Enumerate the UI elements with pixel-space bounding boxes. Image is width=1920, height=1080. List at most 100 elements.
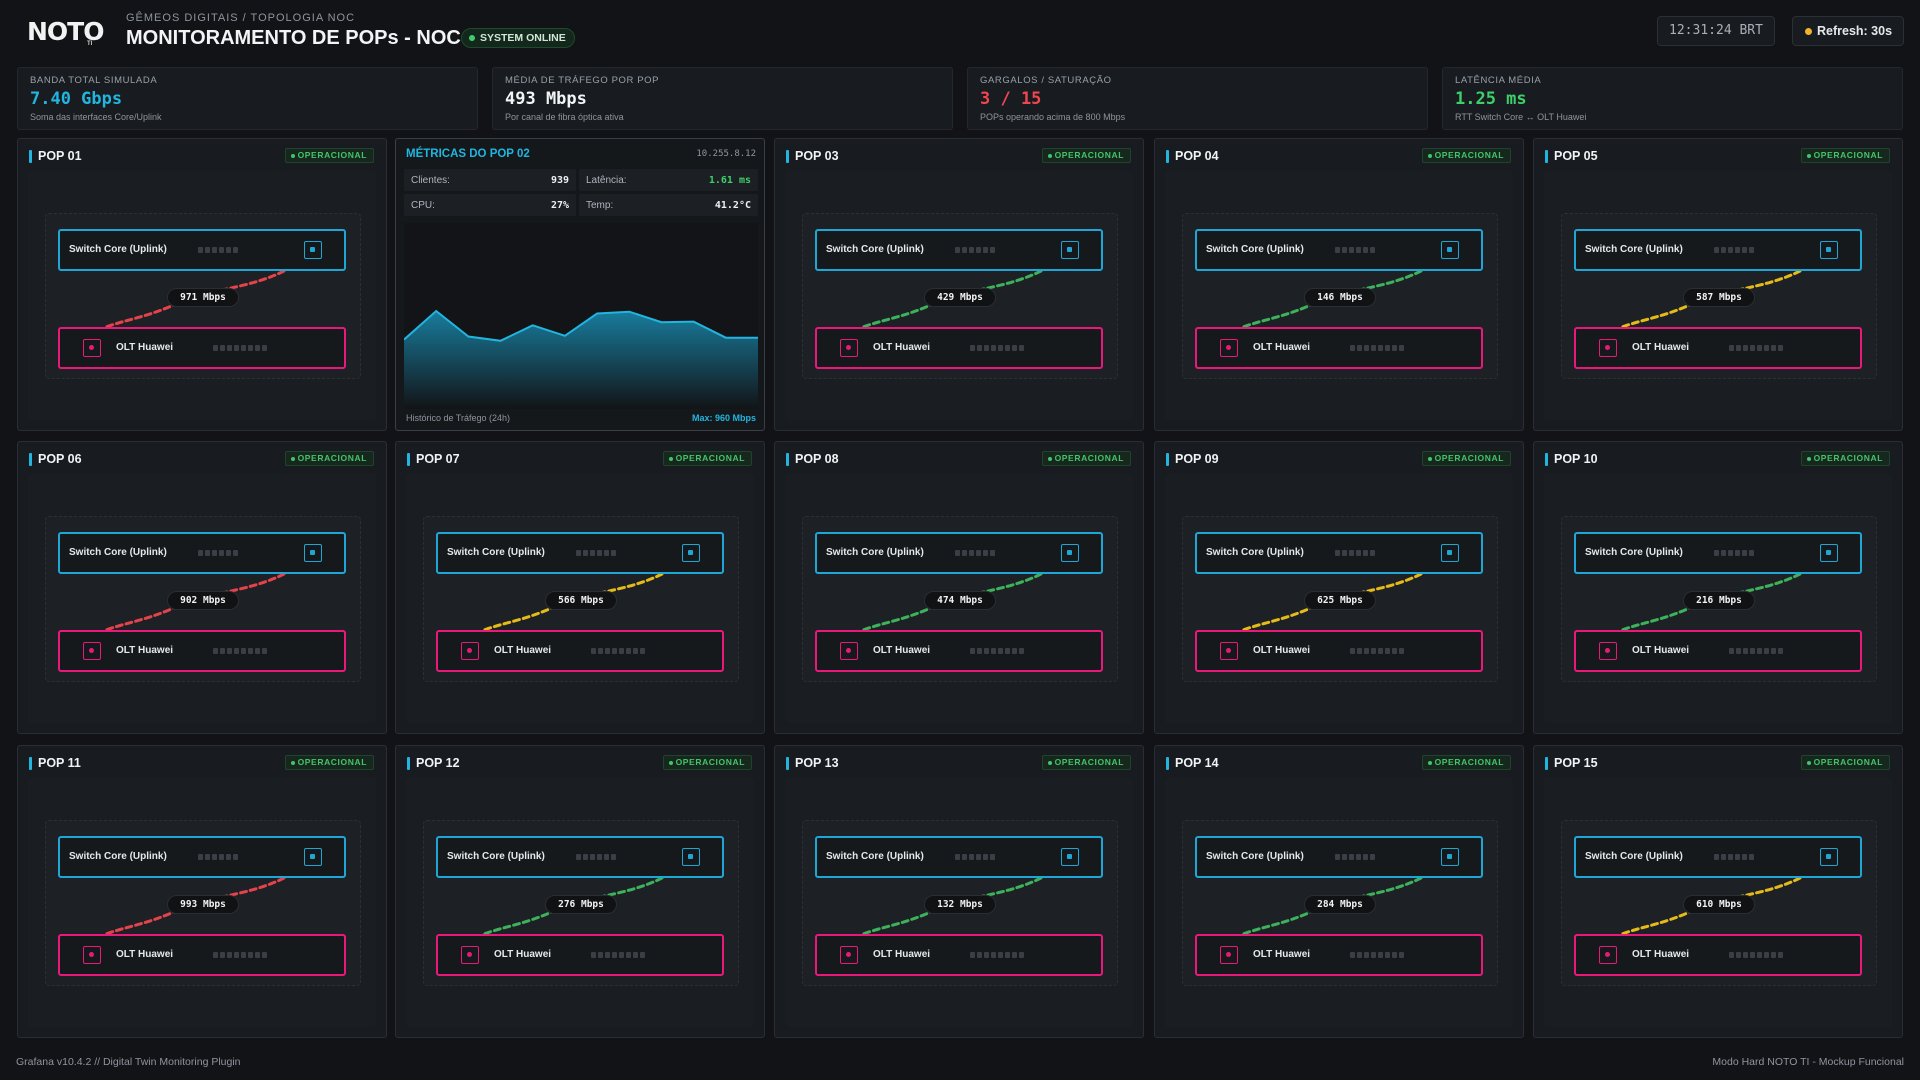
traffic-history-chart — [403, 223, 758, 409]
port-indicator — [1749, 854, 1754, 860]
switch-core-node[interactable]: Switch Core (Uplink) — [436, 836, 724, 878]
olt-huawei-node[interactable]: OLT Huawei — [1195, 934, 1483, 976]
port-indicator — [1721, 550, 1726, 556]
port-indicator — [998, 648, 1003, 654]
port-indicator — [1378, 648, 1383, 654]
switch-core-node[interactable]: Switch Core (Uplink) — [436, 532, 724, 574]
olt-huawei-node[interactable]: OLT Huawei — [1195, 630, 1483, 672]
port-indicator — [1371, 345, 1376, 351]
switch-core-node[interactable]: Switch Core (Uplink) — [815, 229, 1103, 271]
olt-huawei-node[interactable]: OLT Huawei — [1574, 934, 1862, 976]
noto-logo: NOTO TI — [27, 17, 104, 49]
switch-icon — [1061, 848, 1079, 866]
switch-core-node[interactable]: Switch Core (Uplink) — [58, 836, 346, 878]
pop-title: POP 08 — [786, 452, 839, 466]
switch-label: Switch Core (Uplink) — [1585, 547, 1683, 558]
pop-14-panel[interactable]: POP 14 OPERACIONAL Switch Core (Uplink) … — [1154, 745, 1524, 1038]
pop-12-panel[interactable]: POP 12 OPERACIONAL Switch Core (Uplink) … — [395, 745, 765, 1038]
port-indicator — [1350, 345, 1355, 351]
pop-04-panel[interactable]: POP 04 OPERACIONAL Switch Core (Uplink) … — [1154, 138, 1524, 431]
olt-huawei-node[interactable]: OLT Huawei — [436, 934, 724, 976]
port-indicator — [969, 854, 974, 860]
port-indicator — [583, 854, 588, 860]
port-indicator — [598, 952, 603, 958]
switch-icon — [304, 544, 322, 562]
port-indicator — [991, 952, 996, 958]
pop-06-panel[interactable]: POP 06 OPERACIONAL Switch Core (Uplink) … — [17, 441, 387, 734]
port-indicator — [991, 345, 996, 351]
pop-11-panel[interactable]: POP 11 OPERACIONAL Switch Core (Uplink) … — [17, 745, 387, 1038]
switch-core-node[interactable]: Switch Core (Uplink) — [1574, 836, 1862, 878]
switch-ports — [198, 854, 238, 860]
pop-15-panel[interactable]: POP 15 OPERACIONAL Switch Core (Uplink) … — [1533, 745, 1903, 1038]
pop-02-metrics-panel[interactable]: MÉTRICAS DO POP 02 10.255.8.12 Clientes:… — [395, 138, 765, 431]
metric-label: Temp: — [586, 200, 614, 211]
port-indicator — [1736, 345, 1741, 351]
traffic-badge: 610 Mbps — [1683, 895, 1755, 914]
olt-huawei-node[interactable]: OLT Huawei — [436, 630, 724, 672]
switch-core-node[interactable]: Switch Core (Uplink) — [58, 532, 346, 574]
olt-label: OLT Huawei — [1632, 342, 1690, 353]
switch-label: Switch Core (Uplink) — [826, 851, 924, 862]
switch-label: Switch Core (Uplink) — [826, 244, 924, 255]
port-indicator — [1728, 247, 1733, 253]
port-indicator — [955, 247, 960, 253]
status-badge: OPERACIONAL — [1800, 451, 1890, 466]
olt-ports — [213, 952, 267, 958]
port-indicator — [227, 345, 232, 351]
kpi-label: LATÊNCIA MÉDIA — [1455, 75, 1542, 86]
switch-core-node[interactable]: Switch Core (Uplink) — [58, 229, 346, 271]
port-indicator — [233, 550, 238, 556]
olt-icon — [1599, 642, 1617, 660]
switch-ports — [1714, 854, 1754, 860]
port-indicator — [1364, 952, 1369, 958]
refresh-button[interactable]: Refresh: 30s — [1792, 16, 1904, 46]
switch-core-node[interactable]: Switch Core (Uplink) — [1574, 229, 1862, 271]
olt-huawei-node[interactable]: OLT Huawei — [58, 934, 346, 976]
port-indicator — [604, 550, 609, 556]
olt-huawei-node[interactable]: OLT Huawei — [815, 630, 1103, 672]
switch-core-node[interactable]: Switch Core (Uplink) — [1574, 532, 1862, 574]
port-indicator — [1392, 648, 1397, 654]
olt-huawei-node[interactable]: OLT Huawei — [58, 630, 346, 672]
pop-08-panel[interactable]: POP 08 OPERACIONAL Switch Core (Uplink) … — [774, 441, 1144, 734]
switch-core-node[interactable]: Switch Core (Uplink) — [1195, 836, 1483, 878]
metric-value: 27% — [550, 200, 569, 211]
port-indicator — [213, 345, 218, 351]
olt-label: OLT Huawei — [494, 949, 552, 960]
port-indicator — [1742, 854, 1747, 860]
kpi-sub: RTT Switch Core ↔ OLT Huawei — [1455, 112, 1587, 122]
olt-huawei-node[interactable]: OLT Huawei — [1574, 630, 1862, 672]
switch-core-node[interactable]: Switch Core (Uplink) — [1195, 229, 1483, 271]
olt-huawei-node[interactable]: OLT Huawei — [815, 327, 1103, 369]
olt-huawei-node[interactable]: OLT Huawei — [58, 327, 346, 369]
switch-label: Switch Core (Uplink) — [826, 547, 924, 558]
port-indicator — [976, 550, 981, 556]
pop-05-panel[interactable]: POP 05 OPERACIONAL Switch Core (Uplink) … — [1533, 138, 1903, 431]
port-indicator — [220, 648, 225, 654]
switch-icon — [1441, 848, 1459, 866]
pop-09-panel[interactable]: POP 09 OPERACIONAL Switch Core (Uplink) … — [1154, 441, 1524, 734]
pop-01-panel[interactable]: POP 01 OPERACIONAL Switch Core (Uplink) … — [17, 138, 387, 431]
status-badge: OPERACIONAL — [1041, 755, 1131, 770]
port-indicator — [198, 550, 203, 556]
pop-03-panel[interactable]: POP 03 OPERACIONAL Switch Core (Uplink) … — [774, 138, 1144, 431]
switch-core-node[interactable]: Switch Core (Uplink) — [815, 532, 1103, 574]
pop-10-panel[interactable]: POP 10 OPERACIONAL Switch Core (Uplink) … — [1533, 441, 1903, 734]
port-indicator — [1736, 952, 1741, 958]
switch-core-node[interactable]: Switch Core (Uplink) — [815, 836, 1103, 878]
port-indicator — [1392, 345, 1397, 351]
port-indicator — [1771, 952, 1776, 958]
port-indicator — [234, 648, 239, 654]
olt-huawei-node[interactable]: OLT Huawei — [1195, 327, 1483, 369]
olt-label: OLT Huawei — [116, 342, 174, 353]
olt-huawei-node[interactable]: OLT Huawei — [1574, 327, 1862, 369]
port-indicator — [212, 247, 217, 253]
pop-07-panel[interactable]: POP 07 OPERACIONAL Switch Core (Uplink) … — [395, 441, 765, 734]
status-badge: OPERACIONAL — [1041, 148, 1131, 163]
olt-huawei-node[interactable]: OLT Huawei — [815, 934, 1103, 976]
switch-core-node[interactable]: Switch Core (Uplink) — [1195, 532, 1483, 574]
switch-icon — [1061, 241, 1079, 259]
pop-13-panel[interactable]: POP 13 OPERACIONAL Switch Core (Uplink) … — [774, 745, 1144, 1038]
port-indicator — [1335, 854, 1340, 860]
